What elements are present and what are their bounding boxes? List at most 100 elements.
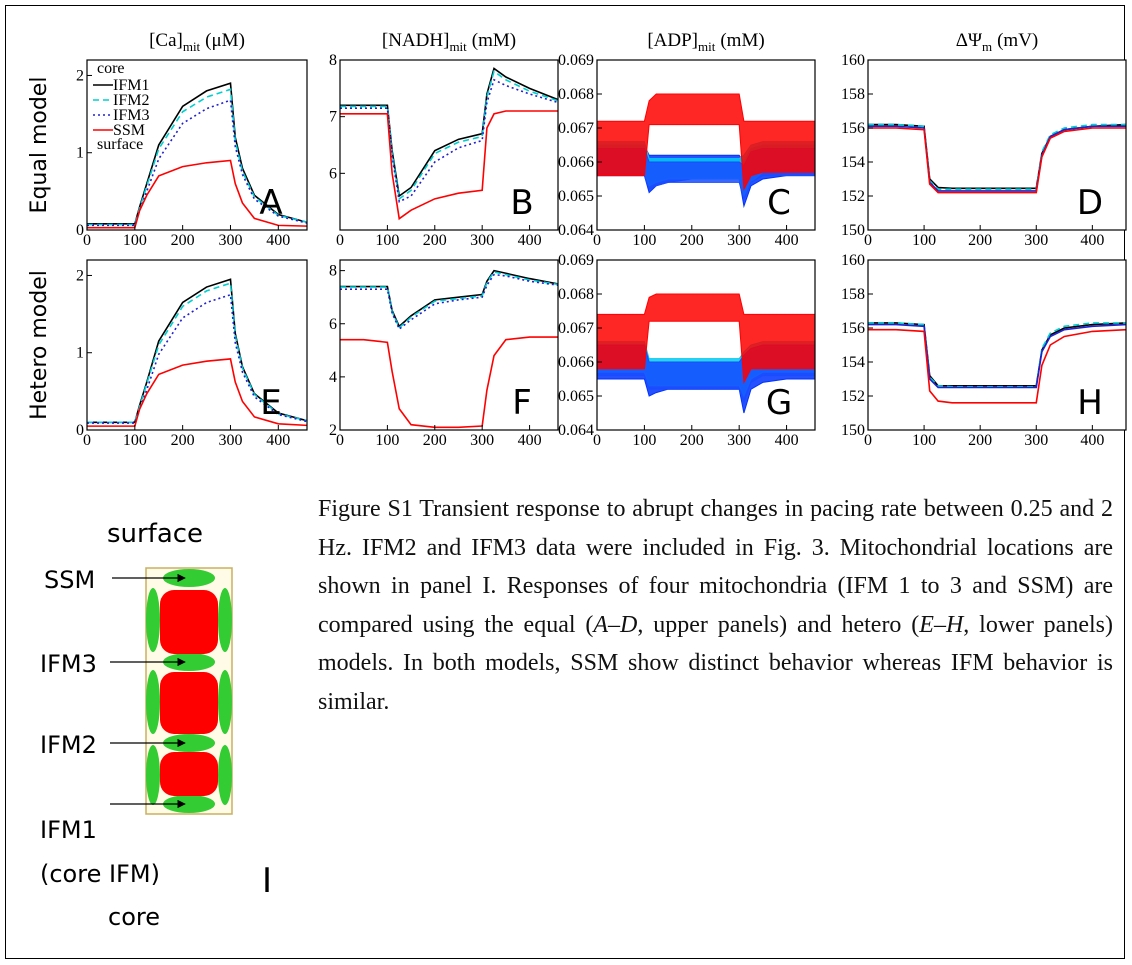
mito-label: IFM3: [40, 650, 97, 678]
caption: Figure S1 Transient response to abrupt c…: [318, 490, 1113, 721]
mito-side: [146, 745, 160, 805]
y-tick-label: 2: [76, 267, 84, 284]
band: [597, 293, 815, 385]
myofibril: [160, 672, 218, 734]
chart: 6 7 8 0 100 200 300 400 [NADH]mit (mM) B: [329, 30, 559, 249]
x-tick-label: 0: [83, 432, 91, 449]
y-tick-label: 4: [329, 369, 337, 386]
y-tick-label: 150: [841, 422, 865, 439]
y-tick-label: 2: [329, 422, 337, 439]
x-tick-label: 400: [1080, 432, 1104, 449]
mito-label: SSM: [44, 566, 95, 594]
plot-border: [86, 59, 308, 231]
x-tick-label: 400: [1080, 232, 1104, 249]
x-tick-label: 400: [775, 232, 799, 249]
y-tick-label: 1: [76, 345, 84, 362]
data-layer: [87, 82, 307, 229]
panel-label: C: [767, 183, 791, 223]
y-tick-label: 0.065: [558, 388, 594, 405]
band: [597, 93, 815, 191]
x-tick-label: 0: [336, 232, 344, 249]
x-tick-label: 300: [470, 432, 494, 449]
mito-side: [218, 588, 232, 652]
mito-side: [218, 670, 232, 734]
x-tick-label: 200: [171, 432, 195, 449]
x-tick-label: 100: [912, 432, 936, 449]
y-tick-label: 8: [329, 263, 337, 280]
x-tick-label: 0: [864, 232, 872, 249]
x-tick-label: 100: [375, 232, 399, 249]
x-tick-label: 100: [632, 232, 656, 249]
x-tick-label: 300: [1024, 232, 1048, 249]
y-tick-label: 0.064: [558, 422, 594, 439]
mito-ifm3: [163, 653, 215, 671]
y-tick-label: 0.067: [558, 120, 594, 137]
caption-text: , lower panels) models. In both models, …: [318, 611, 1113, 715]
mito-side: [146, 588, 160, 652]
y-tick-label: 0.064: [558, 222, 594, 239]
x-tick-label: 400: [518, 432, 542, 449]
chart: 0.064 0.065 0.066 0.067 0.068 0.069 0 100 200 300…: [558, 30, 816, 249]
data-layer: [340, 67, 558, 221]
legend-label: IFM2: [113, 92, 149, 109]
panel-label: E: [260, 383, 281, 423]
y-tick-label: 0.069: [558, 252, 594, 269]
data-layer: [868, 123, 1126, 194]
y-tick-label: 154: [841, 154, 865, 171]
line: [868, 328, 1126, 404]
title-unit: (μM): [205, 30, 245, 51]
title-sub: mit: [698, 39, 716, 54]
plot-border: [867, 259, 1127, 431]
chart: 0.064 0.065 0.066 0.067 0.068 0.069 0 100 200 300…: [558, 252, 816, 449]
x-tick-label: 200: [171, 232, 195, 249]
y-tick-label: 150: [841, 222, 865, 239]
y-tick-label: 0.069: [558, 52, 594, 69]
y-tick-label: 0.066: [558, 154, 594, 171]
legend-label: IFM3: [113, 107, 149, 124]
x-tick-label: 200: [423, 232, 447, 249]
legend-annotation: surface: [97, 136, 143, 153]
mito-side: [218, 745, 232, 805]
mito-label: IFM2: [40, 731, 97, 759]
legend-label: SSM: [113, 122, 145, 139]
x-tick-label: 0: [336, 432, 344, 449]
mito-ssm: [163, 569, 215, 587]
x-tick-label: 200: [680, 232, 704, 249]
x-tick-label: 100: [912, 232, 936, 249]
x-tick-label: 300: [218, 232, 242, 249]
row-label: Hetero model: [27, 270, 52, 420]
plot-area: [868, 260, 1126, 430]
x-tick-label: 400: [266, 432, 290, 449]
myofibril: [160, 752, 218, 796]
y-tick-label: 156: [841, 320, 865, 337]
x-tick-label: 0: [593, 232, 601, 249]
panel-label: B: [510, 183, 533, 223]
figure-frame: [5, 5, 1125, 959]
legend-label: IFM1: [113, 77, 149, 94]
x-tick-label: 200: [423, 432, 447, 449]
y-tick-label: 158: [841, 286, 865, 303]
line: [87, 358, 307, 427]
title-main: [NADH]: [382, 30, 450, 51]
chart: 0 1 2 0 100 200 300 400 E: [76, 259, 308, 449]
title-sub: m: [982, 39, 992, 54]
x-tick-label: 0: [593, 432, 601, 449]
x-tick-label: 100: [123, 232, 147, 249]
data-layer: [868, 322, 1126, 404]
y-tick-label: 156: [841, 120, 865, 137]
title-main: ΔΨ: [956, 30, 982, 51]
chart: 150 152 154 156 158 160 0 100 200 300 400 H: [841, 252, 1127, 449]
title-sub: mit: [183, 39, 201, 54]
myofibrils: [160, 590, 218, 796]
x-tick-label: 100: [375, 432, 399, 449]
plot-border: [596, 59, 816, 231]
arrows: [110, 573, 186, 809]
y-tick-label: 0.068: [558, 286, 594, 303]
line: [340, 271, 558, 330]
x-tick-label: 0: [83, 232, 91, 249]
y-tick-label: 0.065: [558, 188, 594, 205]
location-diagram: surface SSM IFM3 IFM2 IFM1 (core IFM) co…: [40, 519, 272, 931]
plot-border: [339, 59, 559, 231]
